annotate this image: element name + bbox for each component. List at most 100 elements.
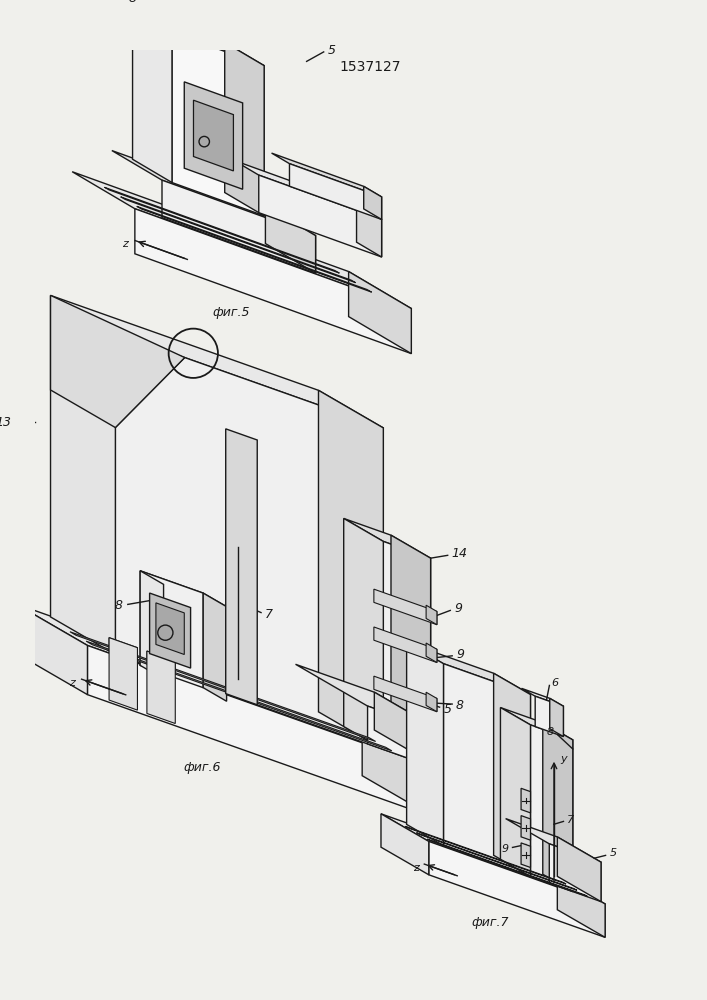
Text: y: y: [561, 754, 567, 764]
Polygon shape: [271, 153, 382, 197]
Polygon shape: [521, 843, 530, 867]
Polygon shape: [374, 589, 437, 625]
Polygon shape: [356, 205, 382, 257]
Polygon shape: [109, 638, 137, 710]
Polygon shape: [506, 819, 601, 862]
Polygon shape: [115, 358, 383, 749]
Polygon shape: [16, 604, 434, 768]
Text: 8: 8: [115, 599, 123, 612]
Polygon shape: [132, 9, 264, 66]
Polygon shape: [374, 692, 446, 772]
Polygon shape: [501, 708, 530, 877]
Polygon shape: [296, 664, 446, 734]
Polygon shape: [147, 651, 175, 674]
Text: 13: 13: [0, 416, 11, 429]
Polygon shape: [112, 151, 315, 236]
Text: z: z: [413, 863, 419, 873]
Polygon shape: [381, 814, 428, 875]
Text: 1537127: 1537127: [339, 60, 401, 74]
Polygon shape: [344, 518, 383, 749]
Polygon shape: [493, 673, 530, 877]
Polygon shape: [427, 839, 588, 897]
Polygon shape: [363, 186, 382, 219]
Polygon shape: [194, 100, 233, 171]
Text: z: z: [69, 678, 75, 688]
Polygon shape: [121, 197, 356, 283]
Text: 5: 5: [443, 703, 451, 716]
Polygon shape: [132, 9, 172, 183]
Polygon shape: [234, 160, 382, 219]
Polygon shape: [140, 571, 163, 679]
Text: 8: 8: [128, 0, 136, 5]
Polygon shape: [391, 535, 431, 766]
Polygon shape: [140, 571, 227, 607]
Text: 5: 5: [327, 44, 336, 57]
Polygon shape: [550, 698, 563, 737]
Text: 8: 8: [456, 699, 464, 712]
Polygon shape: [426, 605, 437, 625]
Polygon shape: [105, 187, 339, 273]
Polygon shape: [226, 429, 257, 705]
Polygon shape: [156, 603, 185, 655]
Polygon shape: [443, 664, 530, 877]
Polygon shape: [543, 723, 573, 892]
Text: 5: 5: [609, 848, 617, 858]
Polygon shape: [50, 295, 185, 428]
Polygon shape: [549, 844, 601, 902]
Polygon shape: [522, 688, 563, 706]
Text: z: z: [122, 239, 127, 249]
Polygon shape: [140, 571, 203, 688]
Text: 9: 9: [456, 648, 464, 661]
Polygon shape: [362, 727, 434, 817]
Polygon shape: [265, 206, 315, 273]
Polygon shape: [426, 692, 437, 712]
Polygon shape: [135, 209, 411, 354]
Text: 6: 6: [551, 678, 559, 688]
Polygon shape: [535, 696, 563, 737]
Text: 7: 7: [265, 608, 273, 621]
Polygon shape: [428, 841, 605, 937]
Polygon shape: [318, 390, 383, 749]
Polygon shape: [530, 725, 573, 892]
Text: фиг.7: фиг.7: [472, 916, 509, 929]
Polygon shape: [374, 627, 437, 663]
Polygon shape: [557, 876, 605, 937]
Polygon shape: [368, 706, 446, 772]
Polygon shape: [172, 32, 264, 216]
Polygon shape: [109, 638, 137, 661]
Polygon shape: [185, 82, 243, 189]
Polygon shape: [406, 826, 566, 884]
Text: 9: 9: [454, 602, 462, 615]
Text: 8: 8: [547, 727, 554, 737]
Polygon shape: [86, 641, 392, 751]
Polygon shape: [426, 643, 437, 663]
Polygon shape: [381, 814, 605, 904]
Polygon shape: [50, 295, 383, 428]
Polygon shape: [407, 642, 530, 695]
Polygon shape: [16, 604, 88, 695]
Polygon shape: [225, 42, 264, 216]
Polygon shape: [521, 816, 530, 840]
Polygon shape: [416, 833, 577, 890]
Text: фиг.6: фиг.6: [184, 761, 221, 774]
Polygon shape: [374, 676, 437, 712]
Text: фиг.5: фиг.5: [212, 306, 250, 319]
Polygon shape: [349, 272, 411, 354]
Polygon shape: [203, 593, 227, 701]
Polygon shape: [88, 645, 434, 817]
Polygon shape: [289, 164, 382, 219]
Polygon shape: [162, 180, 315, 273]
Text: 14: 14: [452, 547, 467, 560]
Polygon shape: [501, 708, 573, 740]
Polygon shape: [70, 632, 375, 741]
Polygon shape: [72, 172, 411, 309]
Polygon shape: [50, 295, 115, 655]
Polygon shape: [150, 593, 191, 668]
Polygon shape: [521, 788, 530, 813]
Polygon shape: [147, 651, 175, 724]
Polygon shape: [557, 837, 601, 902]
Polygon shape: [407, 642, 443, 846]
Polygon shape: [383, 541, 431, 766]
Text: 9: 9: [501, 844, 509, 854]
Text: 7: 7: [567, 815, 574, 825]
